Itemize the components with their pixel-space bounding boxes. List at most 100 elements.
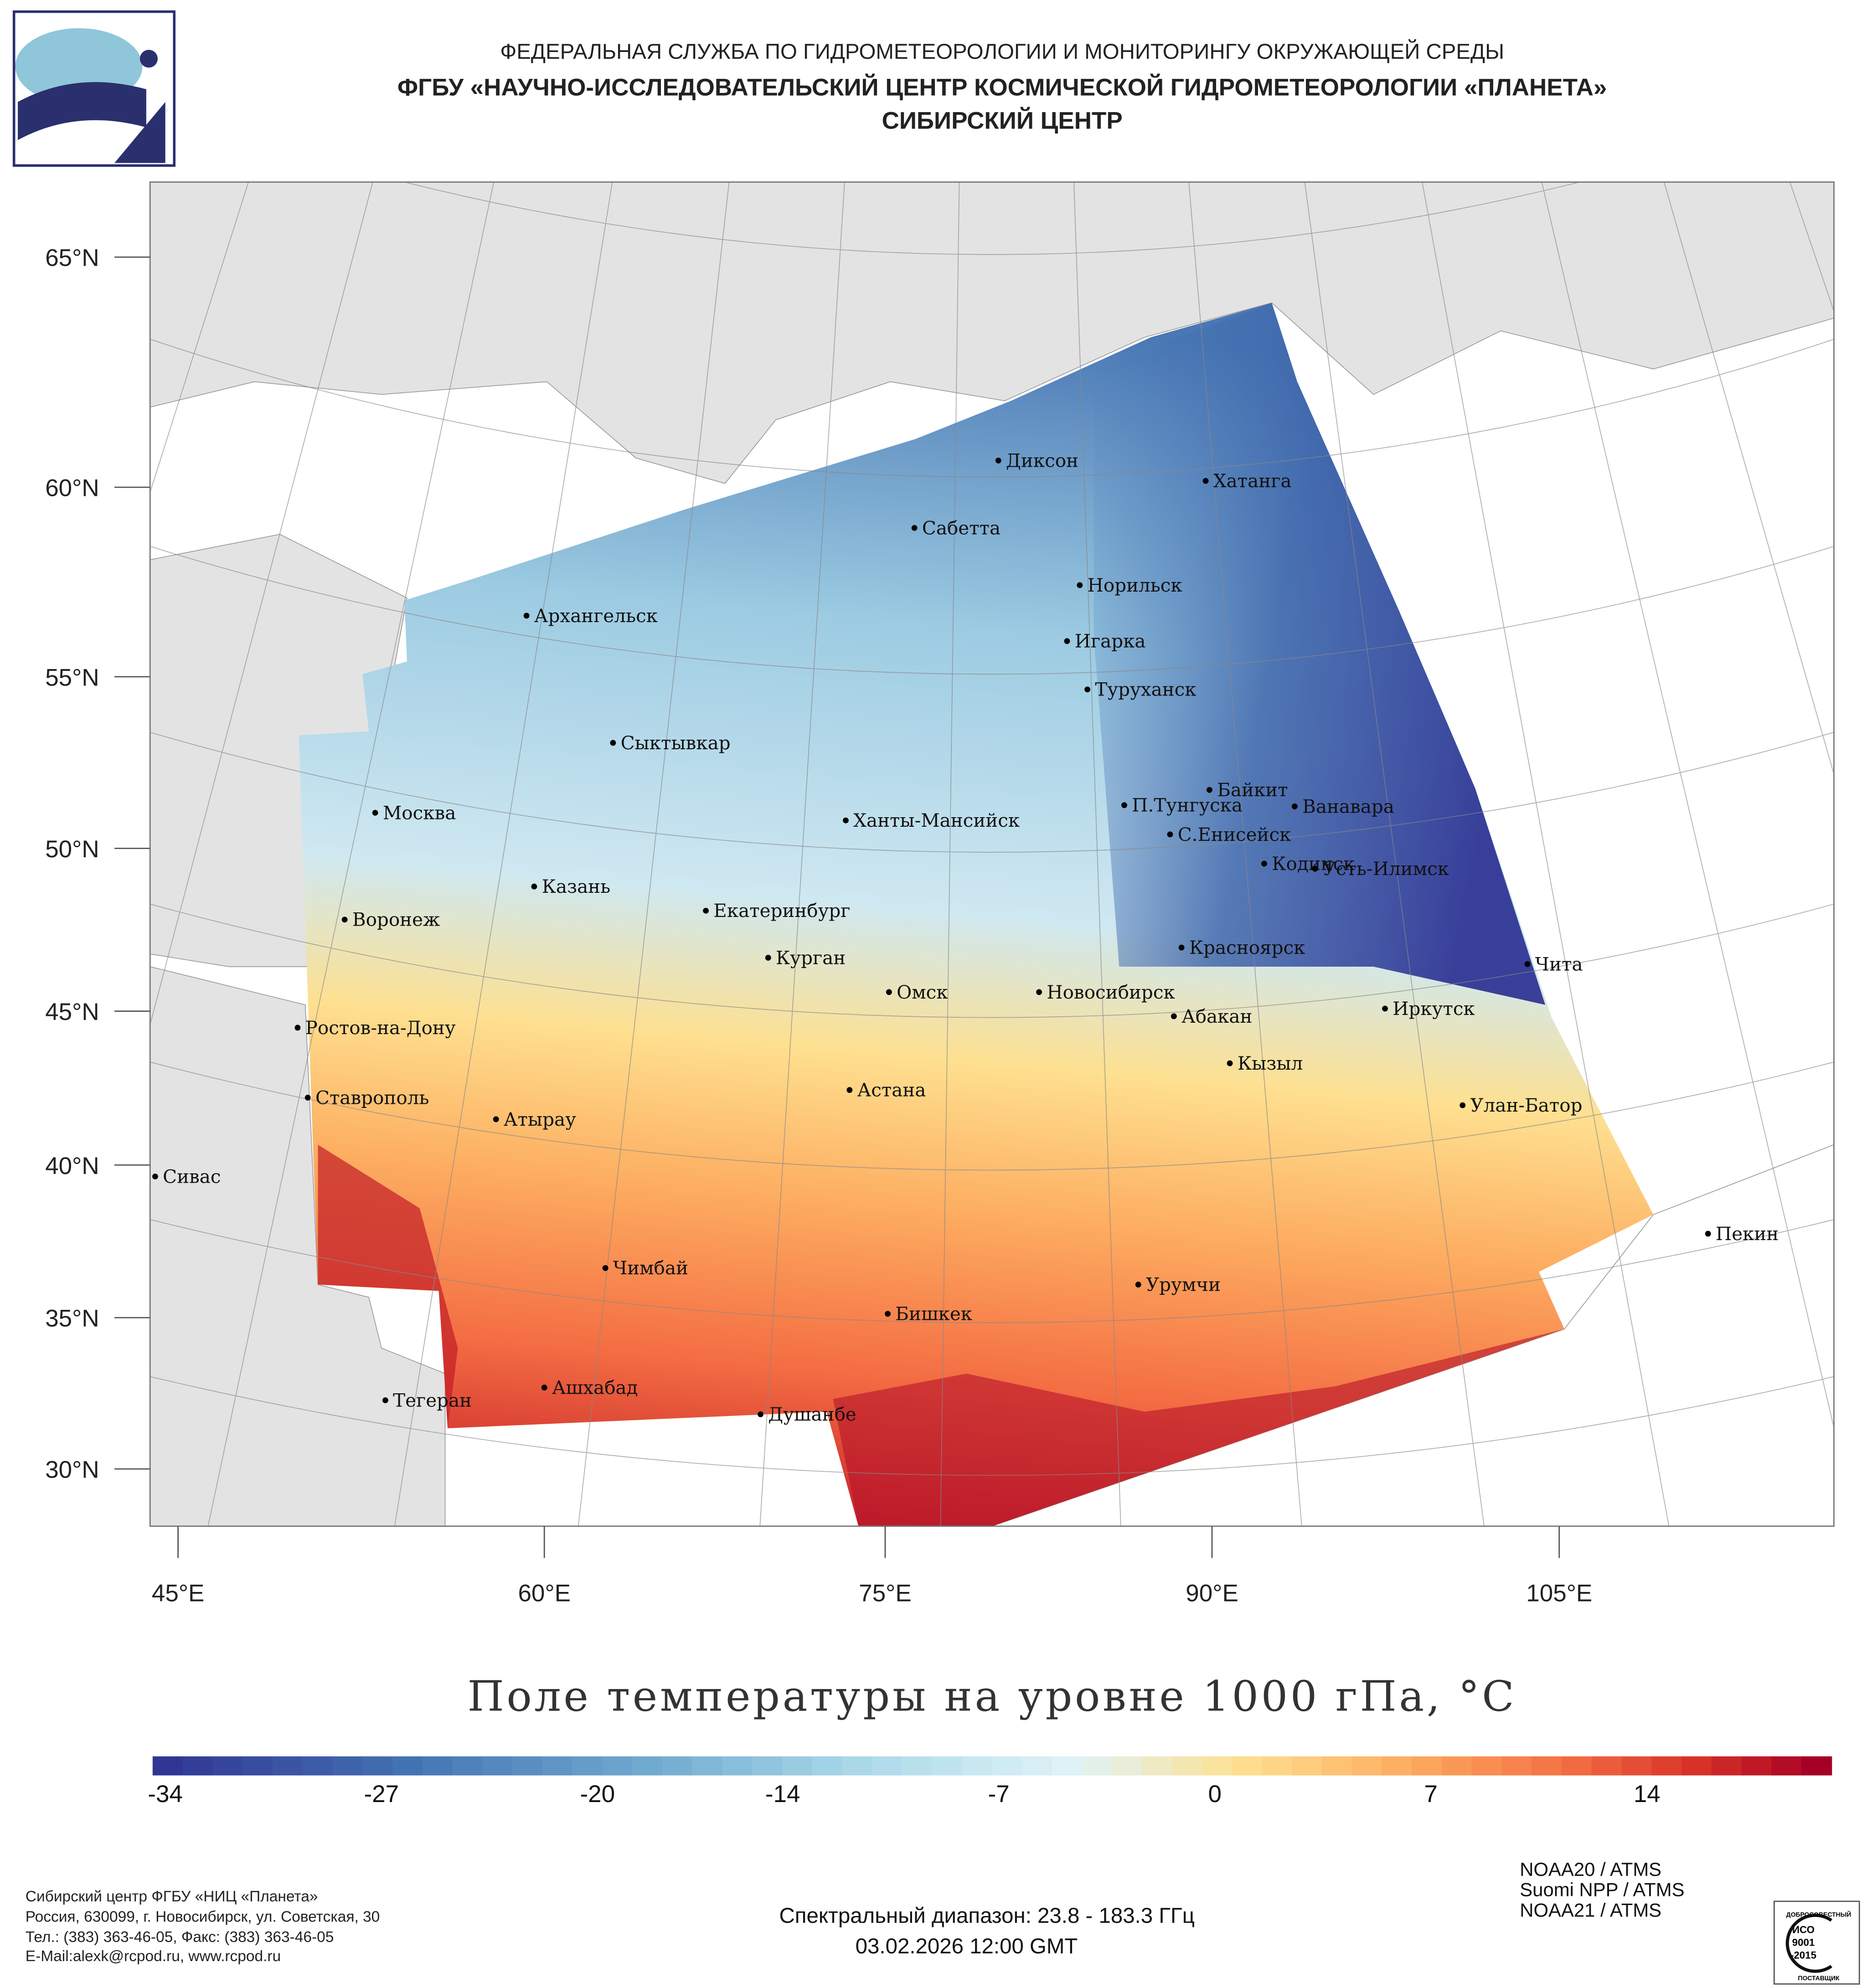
hot-region: [833, 1329, 1564, 1526]
city-dot: [294, 1025, 301, 1031]
city-dot: [304, 1094, 311, 1101]
city-dot: [382, 1397, 388, 1403]
latitude-label: 50°N: [45, 836, 99, 863]
city-label: Омск: [897, 981, 948, 1003]
city-dot: [1705, 1231, 1711, 1237]
colorbar-segment: [932, 1756, 963, 1776]
spectral-range: Спектральный диапазон: 23.8 - 183.3 ГГц: [779, 1904, 1195, 1928]
city-label: Абакан: [1181, 1005, 1252, 1027]
city-label: Бишкек: [895, 1303, 972, 1325]
longitude-line: [0, 0, 44, 1381]
city-dot: [531, 883, 537, 890]
city-dot: [493, 1116, 499, 1123]
city-label: Красноярск: [1189, 937, 1305, 958]
footer-org-line: Сибирский центр ФГБУ «НИЦ «Планета»: [26, 1888, 318, 1905]
city-dot: [1227, 1060, 1233, 1066]
header-agency: ФЕДЕРАЛЬНАЯ СЛУЖБА ПО ГИДРОМЕТЕОРОЛОГИИ …: [500, 39, 1504, 64]
city-label: Екатеринбург: [713, 900, 850, 922]
map-area: [0, 0, 1834, 1526]
colorbar-segment: [332, 1756, 363, 1776]
colorbar-segment: [482, 1756, 513, 1776]
colorbar-segment: [1382, 1756, 1413, 1776]
city-dot: [372, 809, 378, 816]
colorbar-segment: [452, 1756, 483, 1776]
hot-region-west: [318, 1144, 458, 1428]
city-label: Ростов-на-Дону: [305, 1017, 456, 1039]
footer-org-line: Тел.: (383) 363-46-05, Факс: (383) 363-4…: [26, 1929, 334, 1946]
colorbar-segment: [1801, 1756, 1832, 1776]
colorbar-segment: [1591, 1756, 1622, 1776]
city-dot: [1167, 831, 1173, 838]
colorbar-segment: [1711, 1756, 1742, 1776]
colorbar-segment: [302, 1756, 333, 1776]
city-dot: [1291, 803, 1298, 809]
longitude-line: [1422, 182, 1670, 1526]
satellite-item: NOAA20 / ATMS: [1520, 1859, 1661, 1880]
colorbar-segment: [1202, 1756, 1233, 1776]
colorbar-segment: [1501, 1756, 1532, 1776]
colorbar-segment: [662, 1756, 693, 1776]
latitude-labels: 65°N 60°N 55°N 50°N 45°N 40°N 35°N 30°N: [45, 245, 150, 1483]
city-dot: [1084, 686, 1091, 693]
city-label: Улан-Батор: [1470, 1094, 1582, 1116]
city-dot: [1036, 989, 1042, 995]
city-label: Чита: [1535, 953, 1583, 975]
city-dot: [1064, 638, 1070, 644]
city-dot: [1207, 787, 1212, 793]
city-label: Воронеж: [352, 909, 440, 931]
colorbar-segment: [272, 1756, 304, 1776]
satellite-list: NOAA20 / ATMS Suomi NPP / ATMS NOAA21 / …: [1520, 1859, 1684, 1921]
colorbar-tick-label: -14: [765, 1781, 800, 1808]
colorbar-tick-label: -7: [988, 1781, 1010, 1808]
colorbar-segment: [1681, 1756, 1712, 1776]
latitude-label: 60°N: [45, 475, 99, 502]
footer-org-line: Россия, 630099, г. Новосибирск, ул. Сове…: [26, 1908, 380, 1925]
colorbar-segment: [1171, 1756, 1203, 1776]
longitude-label: 90°E: [1186, 1580, 1238, 1607]
iso-certificate-logo: ДОБРОСОВЕСТНЫЙ ИСО 9001 -2015 ПОСТАВЩИК: [1773, 1900, 1860, 1985]
colorbar-segment: [752, 1756, 783, 1776]
city-dot: [602, 1265, 609, 1271]
colorbar-segment: [512, 1756, 543, 1776]
city-dot: [541, 1385, 547, 1391]
longitude-line: [1541, 182, 1834, 1429]
map-title: Поле температуры на уровне 1000 гПа, °C: [467, 1672, 1516, 1720]
city-label: Тегеран: [393, 1389, 472, 1411]
latitude-label: 45°N: [45, 999, 99, 1025]
city-label: Иркутск: [1393, 998, 1475, 1020]
city-label: Диксон: [1006, 449, 1078, 471]
city-label: Астана: [857, 1079, 926, 1101]
city-dot: [1382, 1005, 1388, 1012]
city-label: Пекин: [1716, 1223, 1779, 1245]
colorbar-segment: [1142, 1756, 1173, 1776]
iso-text: -2015: [1790, 1949, 1816, 1961]
colorbar-tick-label: -34: [148, 1781, 183, 1808]
city-label: Кызыл: [1238, 1052, 1303, 1074]
colorbar-tick-label: 7: [1424, 1781, 1438, 1808]
city-label: Душанбе: [768, 1403, 856, 1425]
city-dot: [1077, 582, 1083, 588]
longitude-label: 105°E: [1526, 1580, 1592, 1607]
colorbar-segment: [962, 1756, 993, 1776]
colorbar-segment: [812, 1756, 843, 1776]
latitude-label: 35°N: [45, 1305, 99, 1332]
city-label: Сабетта: [922, 517, 1001, 539]
city-label: Сыктывкар: [621, 732, 731, 754]
satellite-item: NOAA21 / ATMS: [1520, 1899, 1661, 1921]
colorbar-segment: [692, 1756, 723, 1776]
colorbar-segment: [152, 1756, 183, 1776]
city-dot: [765, 955, 771, 961]
city-dot: [1171, 1013, 1177, 1020]
colorbar-segment: [1441, 1756, 1473, 1776]
colorbar-segment: [212, 1756, 243, 1776]
city-label: Чимбай: [613, 1257, 688, 1279]
colorbar-segment: [1412, 1756, 1443, 1776]
colorbar-segment: [842, 1756, 873, 1776]
colorbar-segment: [902, 1756, 933, 1776]
longitude-labels: 45°E 60°E 75°E 90°E 105°E: [152, 1526, 1592, 1607]
city-dot: [886, 989, 892, 995]
city-label: Сивас: [163, 1165, 221, 1187]
city-label: Ванавара: [1302, 795, 1394, 817]
colorbar-segment: [1112, 1756, 1143, 1776]
